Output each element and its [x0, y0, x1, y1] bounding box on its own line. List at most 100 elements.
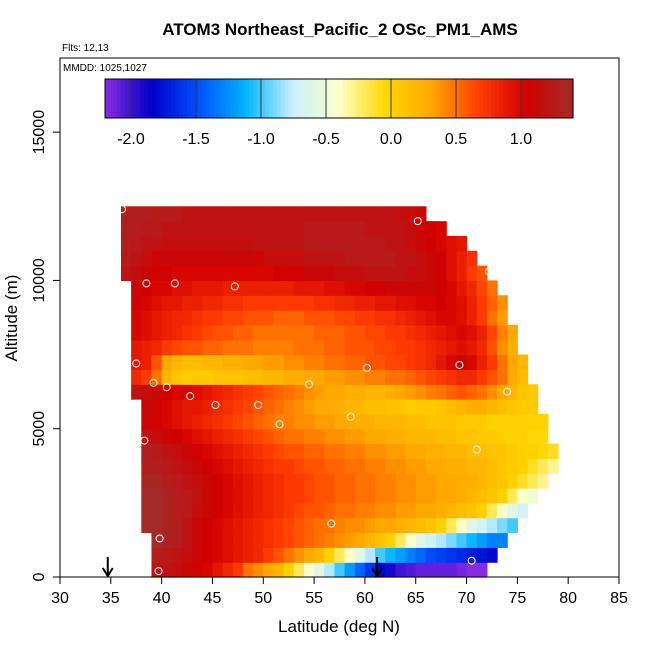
heat-cell: [181, 532, 193, 548]
heat-cell: [131, 310, 142, 326]
heat-cell: [303, 517, 315, 534]
heat-cell: [385, 413, 396, 430]
colorbar-segment: [206, 79, 211, 118]
heat-cell: [293, 562, 305, 578]
heat-cell: [354, 280, 366, 296]
heat-cell: [436, 532, 447, 548]
heat-cell: [354, 488, 366, 504]
heat-cell: [263, 354, 275, 370]
heat-cell: [212, 235, 224, 252]
heat-cell: [364, 532, 376, 548]
heat-cell: [253, 532, 264, 548]
heat-cell: [527, 413, 539, 430]
heat-cell: [537, 428, 549, 445]
heat-cell: [273, 324, 285, 341]
heat-cell: [202, 339, 214, 356]
chart-title: ATOM3 Northeast_Pacific_2 OSc_PM1_AMS: [162, 20, 518, 39]
y-axis: 0 5000 10000 15000: [31, 110, 60, 581]
colorbar-segment: [147, 79, 153, 118]
heat-cell: [192, 310, 203, 326]
heat-cell: [314, 369, 325, 385]
sample-point: [142, 279, 151, 288]
heat-cell: [476, 369, 488, 385]
heat-cell: [497, 324, 508, 341]
heat-cell: [171, 517, 183, 534]
heat-cell: [161, 532, 173, 548]
colorbar-segment: [483, 79, 488, 118]
heat-cell: [415, 235, 427, 252]
heat-cell: [192, 339, 203, 356]
colorbar-segment: [409, 79, 414, 118]
heat-cell: [415, 250, 427, 267]
heat-cell: [507, 399, 518, 415]
heat-cell: [242, 384, 254, 400]
heat-cell: [202, 502, 214, 519]
heat-cell: [192, 562, 203, 578]
heat-cell: [212, 280, 224, 296]
heat-cell: [405, 547, 417, 563]
heat-cell: [232, 235, 244, 252]
heat-cell: [395, 265, 407, 282]
heat-cell: [192, 458, 203, 474]
colorbar-segment: [233, 79, 239, 118]
heat-cell: [242, 310, 254, 326]
heat-cell: [415, 443, 427, 459]
heat-cell: [161, 324, 173, 341]
heat-cell: [293, 354, 305, 370]
heat-cell: [354, 547, 366, 563]
heat-cell: [395, 310, 407, 326]
heat-cell: [395, 235, 407, 252]
heat-cell: [436, 235, 447, 252]
colorbar-segment: [522, 79, 527, 118]
heat-cell: [324, 295, 336, 311]
heat-cell: [324, 265, 336, 282]
sample-point: [484, 267, 493, 276]
colorbar-segment: [108, 79, 114, 118]
heat-cell: [364, 206, 376, 222]
heat-cell: [141, 413, 153, 430]
sample-point: [132, 359, 141, 368]
heat-cell: [415, 324, 427, 341]
heat-cell: [446, 369, 457, 385]
heat-cell: [202, 399, 214, 415]
heat-cell: [212, 265, 224, 282]
y-tick-label: 0: [31, 572, 48, 581]
heat-cell: [161, 250, 173, 267]
heat-cell: [314, 562, 325, 578]
heat-cell: [192, 473, 203, 489]
heat-cell: [263, 206, 275, 222]
heat-cell: [314, 221, 325, 237]
heat-cell: [456, 547, 468, 563]
heat-cell: [242, 413, 254, 430]
heat-cell: [486, 443, 498, 459]
heat-cell: [364, 502, 376, 519]
heat-cell: [263, 384, 275, 400]
heat-cell: [232, 443, 244, 459]
heat-cell: [456, 235, 468, 252]
heat-cell: [344, 369, 356, 385]
heat-cell: [354, 473, 366, 489]
heat-cell: [263, 458, 275, 474]
colorbar-segment: [537, 79, 543, 118]
heat-cell: [171, 295, 183, 311]
colorbar-segment: [432, 79, 438, 118]
heat-cell: [497, 354, 508, 370]
heat-cell: [385, 221, 396, 237]
heat-cell: [476, 428, 488, 445]
colorbar-segment: [463, 79, 469, 118]
colorbar-frame: [104, 78, 574, 119]
heat-cell: [486, 532, 498, 548]
colorbar-segment: [506, 79, 512, 118]
colorbar-segment: [510, 79, 516, 118]
heat-cell: [415, 502, 427, 519]
colorbar-segment: [264, 79, 270, 118]
colorbar-segment: [444, 79, 449, 118]
heat-cell: [141, 250, 153, 267]
heat-cell: [375, 458, 386, 474]
heat-cell: [171, 443, 183, 459]
colorbar-segment: [420, 79, 426, 118]
heat-cell: [161, 502, 173, 519]
heat-cell: [303, 250, 315, 267]
heat-cell: [324, 324, 336, 341]
heat-cell: [476, 562, 488, 578]
